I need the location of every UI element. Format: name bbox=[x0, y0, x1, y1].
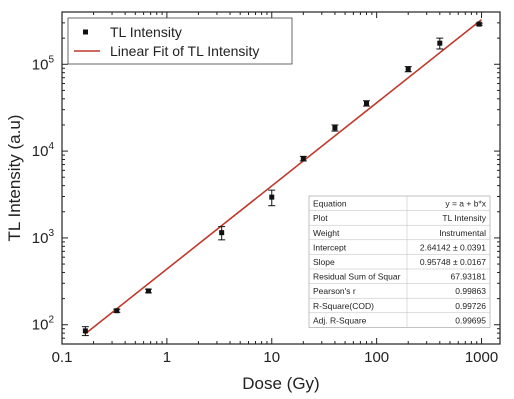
point-marker bbox=[476, 21, 482, 27]
data-point bbox=[218, 226, 226, 241]
stats-table-border bbox=[308, 195, 491, 328]
legend: TL Intensity Linear Fit of TL Intensity bbox=[67, 17, 293, 65]
stats-row-label: Slope bbox=[313, 257, 335, 267]
x-tick-label: 0.1 bbox=[52, 349, 73, 366]
axes: 0.1 1 10 100 1000 102 103 104 105 bbox=[32, 11, 501, 366]
stats-row-label: R-Square(COD) bbox=[313, 301, 374, 311]
data-point bbox=[144, 288, 152, 294]
stats-row-value: Instrumental bbox=[439, 228, 486, 238]
linear-fit-line bbox=[84, 19, 483, 335]
point-marker bbox=[332, 125, 338, 131]
data-point bbox=[404, 66, 412, 73]
fit-line-layer bbox=[84, 19, 483, 335]
data-point bbox=[362, 100, 370, 107]
stats-row-value: 2.64142 ± 0.0391 bbox=[420, 242, 486, 252]
y-tick-label: 102 bbox=[32, 315, 55, 334]
stats-row-value: 0.99695 bbox=[455, 315, 486, 325]
y-tick-label: 103 bbox=[32, 228, 55, 247]
data-point bbox=[475, 21, 483, 27]
stats-row-value: y = a + b*x bbox=[445, 199, 486, 209]
point-marker bbox=[437, 40, 443, 46]
stats-row-value: 67.93181 bbox=[451, 272, 487, 282]
y-axis-title: TL Intensity (a.u) bbox=[5, 115, 24, 242]
plot-frame bbox=[61, 11, 501, 345]
stats-row-value: 0.95748 ± 0.0167 bbox=[420, 257, 486, 267]
stats-row-label: Plot bbox=[313, 213, 328, 223]
stats-row-value: 0.99726 bbox=[455, 301, 486, 311]
data-points-layer bbox=[81, 21, 483, 337]
legend-entry-label: Linear Fit of TL Intensity bbox=[110, 43, 259, 59]
point-marker bbox=[269, 194, 275, 200]
point-marker bbox=[114, 308, 120, 314]
x-axis-title: Dose (Gy) bbox=[242, 374, 319, 393]
point-marker bbox=[300, 156, 306, 162]
legend-entry-label: TL Intensity bbox=[110, 24, 182, 40]
point-marker bbox=[363, 100, 369, 106]
stats-row-value: 0.99863 bbox=[455, 286, 486, 296]
stats-row-label: Equation bbox=[313, 199, 347, 209]
point-marker bbox=[405, 66, 411, 72]
point-marker bbox=[82, 328, 88, 334]
data-point bbox=[331, 124, 339, 132]
y-tick-label: 104 bbox=[32, 141, 55, 160]
data-point bbox=[81, 326, 89, 337]
x-tick-label: 10 bbox=[263, 349, 280, 366]
data-point bbox=[268, 189, 276, 207]
x-tick-label: 1 bbox=[163, 349, 171, 366]
point-marker bbox=[145, 288, 151, 294]
stats-row-label: Weight bbox=[313, 228, 340, 238]
data-point bbox=[299, 155, 307, 162]
stats-row-label: Adj. R-Square bbox=[313, 315, 367, 325]
data-point bbox=[113, 308, 121, 314]
fit-statistics-table: Equation y = a + b*x Plot TL Intensity Weigh… bbox=[308, 195, 491, 328]
stats-row-label: Pearson's r bbox=[313, 286, 356, 296]
stats-row-value: TL Intensity bbox=[442, 213, 486, 223]
stats-row-label: Intercept bbox=[313, 242, 347, 252]
x-tick-label: 1000 bbox=[465, 349, 498, 366]
y-tick-label: 105 bbox=[32, 54, 55, 73]
x-tick-label: 100 bbox=[364, 349, 389, 366]
data-point bbox=[436, 37, 444, 50]
legend-marker-points bbox=[83, 29, 88, 35]
point-marker bbox=[219, 230, 225, 236]
legend-box bbox=[67, 17, 293, 65]
stats-row-label: Residual Sum of Squar bbox=[313, 272, 401, 282]
